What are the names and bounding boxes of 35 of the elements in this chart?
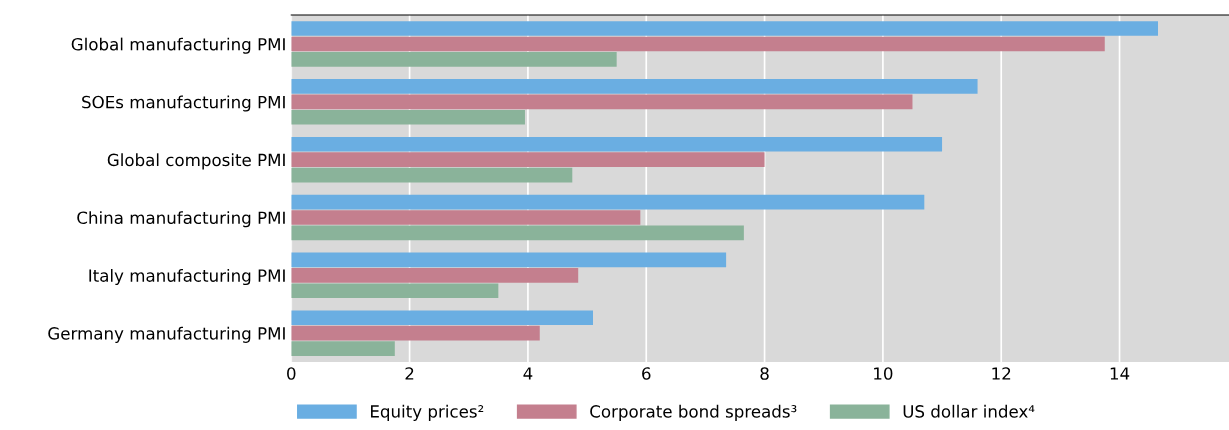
x-tick-label: 2 <box>405 367 414 380</box>
bar <box>291 152 765 167</box>
legend-label: US dollar index⁴ <box>903 404 1035 418</box>
bar <box>291 325 540 341</box>
bar <box>291 36 1105 52</box>
x-tick-label: 8 <box>760 367 769 380</box>
bar <box>291 194 925 210</box>
bar <box>291 341 395 356</box>
bar <box>291 283 499 299</box>
x-tick-label: 0 <box>287 367 296 380</box>
y-tick-label: Global manufacturing PMI <box>71 37 285 54</box>
bar <box>291 52 617 67</box>
x-tick-label: 4 <box>523 367 533 380</box>
y-tick-label: Italy manufacturing PMI <box>89 268 285 286</box>
bar <box>291 94 913 110</box>
y-tick-label: China manufacturing PMI <box>77 211 285 228</box>
x-tick-label: 14 <box>1110 367 1130 380</box>
y-tick-label: SOEs manufacturing PMI <box>82 95 285 112</box>
bar <box>291 310 593 326</box>
y-tick-label: Global composite PMI <box>107 153 285 170</box>
bar <box>291 225 744 241</box>
bar <box>291 136 943 152</box>
bar <box>291 167 573 183</box>
legend-label: Corporate bond spreads³ <box>590 404 797 421</box>
x-tick-label: 12 <box>992 367 1011 380</box>
bar <box>291 79 978 94</box>
bar <box>291 252 727 268</box>
x-tick-label: 10 <box>874 367 893 380</box>
bar <box>291 210 641 225</box>
y-tick-label: Germany manufacturing PMI <box>48 326 285 343</box>
x-tick-label: 6 <box>642 367 651 380</box>
legend-label: Equity prices² <box>371 404 484 421</box>
bar <box>291 109 525 125</box>
bar <box>291 21 1158 36</box>
bar <box>291 267 579 283</box>
